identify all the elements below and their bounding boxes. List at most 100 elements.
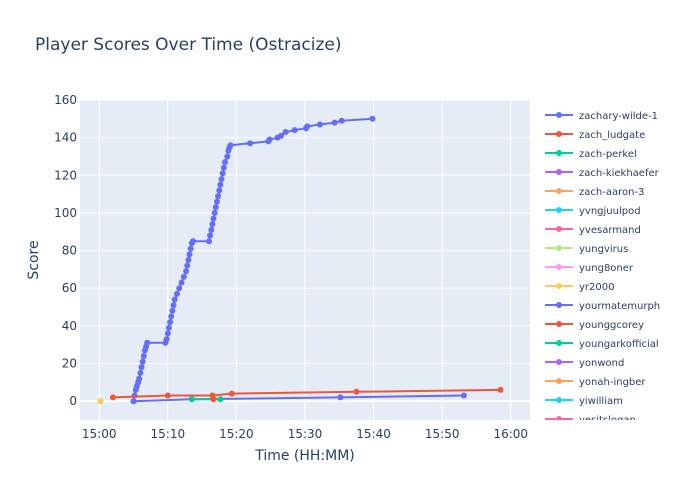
legend-item[interactable]: yungvirus: [545, 244, 628, 255]
legend-item[interactable]: yonah-ingber: [545, 377, 646, 388]
data-point: [337, 394, 344, 401]
data-point: [217, 181, 224, 188]
legend-label: younggcorey: [579, 320, 644, 331]
data-point: [109, 394, 116, 401]
data-point: [247, 140, 254, 147]
data-point: [174, 290, 180, 297]
data-point: [228, 390, 235, 397]
legend-label: yungvirus: [579, 244, 628, 255]
data-point: [224, 153, 231, 160]
legend-label: yesitslogan: [579, 415, 636, 426]
series: [97, 115, 504, 405]
x-tick-label: 15:30: [288, 427, 323, 441]
data-point: [167, 319, 174, 326]
data-point: [353, 388, 360, 395]
y-tick-label: 80: [62, 244, 77, 258]
legend-item[interactable]: yiwilliam: [545, 396, 623, 407]
data-point: [140, 353, 147, 359]
legend-marker: [556, 188, 562, 194]
data-point: [139, 358, 146, 365]
data-point: [218, 176, 225, 183]
series-line: [133, 394, 464, 403]
legend-item[interactable]: zach-kiekhaefer: [545, 168, 660, 179]
legend-item[interactable]: yvngjuulpod: [545, 206, 641, 217]
legend-item[interactable]: yesitslogan: [545, 415, 636, 426]
data-point: [187, 245, 194, 252]
data-point: [209, 221, 216, 228]
data-point: [188, 396, 195, 403]
data-point: [338, 117, 345, 124]
legend-marker: [556, 340, 562, 346]
y-tick-label: 60: [62, 281, 77, 295]
data-point: [211, 209, 218, 216]
legend-label: yvngjuulpod: [579, 206, 641, 217]
legend-item[interactable]: yonwond: [545, 358, 624, 369]
data-point: [219, 170, 226, 177]
legend-label: yr2000: [579, 282, 614, 293]
legend-marker: [556, 416, 562, 420]
legend-item[interactable]: youngarkofficial: [545, 339, 659, 350]
legend-item[interactable]: zach_ludgate: [545, 130, 645, 141]
data-point: [169, 307, 176, 314]
legend-label: zach-kiekhaefer: [579, 168, 660, 179]
legend-label: yonah-ingber: [579, 377, 646, 388]
data-point: [207, 232, 214, 239]
data-point: [206, 238, 212, 245]
legend-marker: [556, 150, 562, 156]
legend-item[interactable]: yourmatemurph: [545, 301, 660, 312]
y-tick-label: 160: [54, 93, 77, 107]
x-tick-label: 15:10: [151, 427, 186, 441]
data-point: [460, 392, 467, 399]
data-point: [184, 262, 191, 269]
legend-label: zach_ludgate: [579, 130, 645, 141]
legend-label: zach-perkel: [579, 149, 637, 160]
data-point: [227, 142, 234, 149]
x-tick-label: 15:40: [356, 427, 391, 441]
legend-marker: [556, 397, 562, 403]
y-tick-label: 0: [69, 394, 77, 408]
x-axis-label: Time (HH:MM): [254, 448, 355, 464]
legend-marker: [556, 283, 562, 289]
series-zach_ludgate: [109, 386, 504, 401]
legend-label: yonwond: [579, 358, 624, 369]
legend-item[interactable]: zach-perkel: [545, 149, 637, 160]
y-tick-label: 140: [54, 131, 77, 145]
legend-item[interactable]: zachary-wilde-1: [545, 111, 658, 122]
legend-item[interactable]: younggcorey: [545, 320, 644, 331]
x-tick-label: 16:00: [493, 427, 528, 441]
data-point: [163, 336, 170, 343]
legend-label: zachary-wilde-1: [579, 111, 658, 122]
data-point: [212, 204, 219, 211]
data-point: [222, 159, 228, 166]
data-point: [208, 226, 215, 233]
data-point: [214, 198, 220, 205]
data-point: [130, 398, 137, 405]
legend-marker: [556, 226, 562, 232]
x-tick-label: 15:50: [425, 427, 460, 441]
y-tick-label: 40: [62, 319, 77, 333]
legend-item[interactable]: zach-aaron-3: [545, 187, 644, 198]
legend-label: yiwilliam: [579, 396, 623, 407]
series-younggcorey: [210, 396, 217, 403]
legend-item[interactable]: yung8oner: [545, 263, 634, 274]
series-line: [112, 388, 501, 399]
data-point: [164, 392, 171, 399]
x-tick-label: 15:20: [219, 427, 254, 441]
legend-marker: [556, 359, 562, 365]
x-axis-ticks: 15:00 15:10 15:20 15:30 15:40 15:50 16:00: [82, 427, 528, 441]
legend[interactable]: zachary-wilde-1 zach_ludgate zach-perkel za…: [545, 111, 660, 426]
legend-label: yourmatemurph: [579, 301, 660, 312]
legend-item[interactable]: yr2000: [545, 282, 614, 293]
data-point: [185, 257, 192, 263]
legend-marker: [556, 112, 562, 118]
series-yr2000: [97, 398, 104, 405]
legend-marker: [556, 378, 562, 384]
chart-title: Player Scores Over Time (Ostracize): [35, 35, 342, 55]
legend-item[interactable]: yvesarmand: [545, 225, 641, 236]
data-point: [170, 302, 177, 309]
data-point: [178, 279, 185, 286]
data-point: [171, 296, 178, 303]
y-tick-label: 120: [54, 168, 77, 182]
data-point: [210, 215, 217, 222]
